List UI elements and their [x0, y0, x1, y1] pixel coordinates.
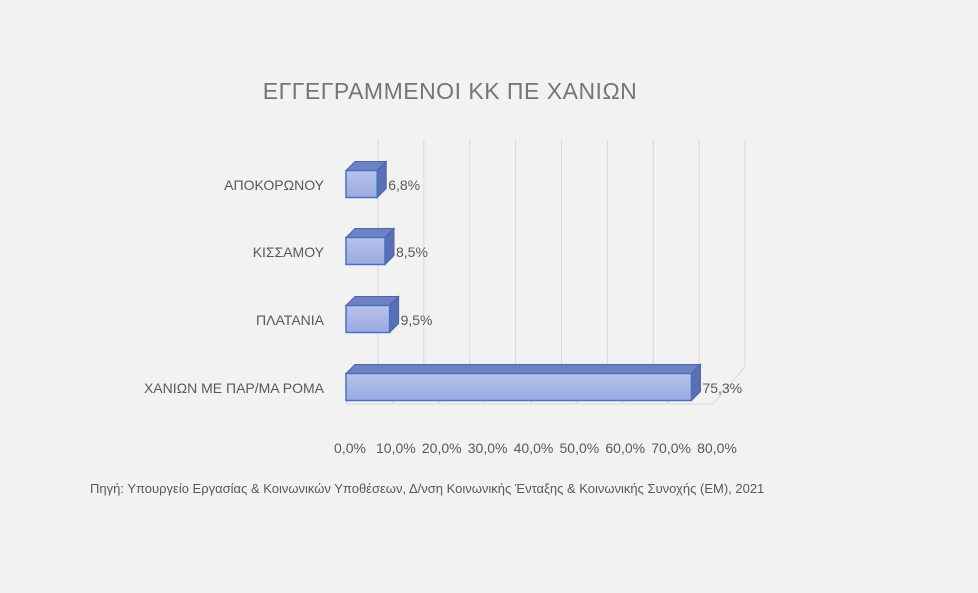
category-label: ΚΙΣΣΑΜΟΥ: [253, 244, 325, 260]
gridline-floor: [712, 366, 746, 405]
chart-title: ΕΓΓΕΓΡΑΜΜΕΝΟΙ ΚΚ ΠΕ ΧΑΝΙΩΝ: [262, 78, 638, 104]
category-label: ΠΛΑΤΑΝΙΑ: [256, 312, 325, 328]
bar: [345, 372, 693, 402]
category-label: ΑΠΟΚΟΡΩΝΟΥ: [224, 177, 324, 193]
data-label: 6,8%: [388, 177, 420, 193]
x-tick-label: 30,0%: [468, 440, 508, 456]
bar: [345, 169, 378, 199]
source-note: Πηγή: Υπουργείο Εργασίας & Κοινωνικών Υπ…: [90, 481, 765, 496]
data-label: 75,3%: [702, 380, 742, 396]
x-tick-label: 0,0%: [334, 440, 366, 456]
category-label: ΧΑΝΙΩΝ ΜΕ ΠΑΡ/ΜΑ ΡΟΜΑ: [144, 380, 325, 396]
x-tick-label: 40,0%: [514, 440, 554, 456]
bar: [345, 304, 391, 334]
x-tick-label: 80,0%: [697, 440, 737, 456]
x-tick-label: 50,0%: [560, 440, 600, 456]
bar: [345, 236, 386, 266]
bar-top: [344, 364, 702, 374]
data-label: 9,5%: [401, 312, 433, 328]
data-label: 8,5%: [396, 244, 428, 260]
x-tick-label: 10,0%: [376, 440, 416, 456]
x-tick-label: 70,0%: [651, 440, 691, 456]
x-tick-label: 20,0%: [422, 440, 462, 456]
x-tick-label: 60,0%: [605, 440, 645, 456]
